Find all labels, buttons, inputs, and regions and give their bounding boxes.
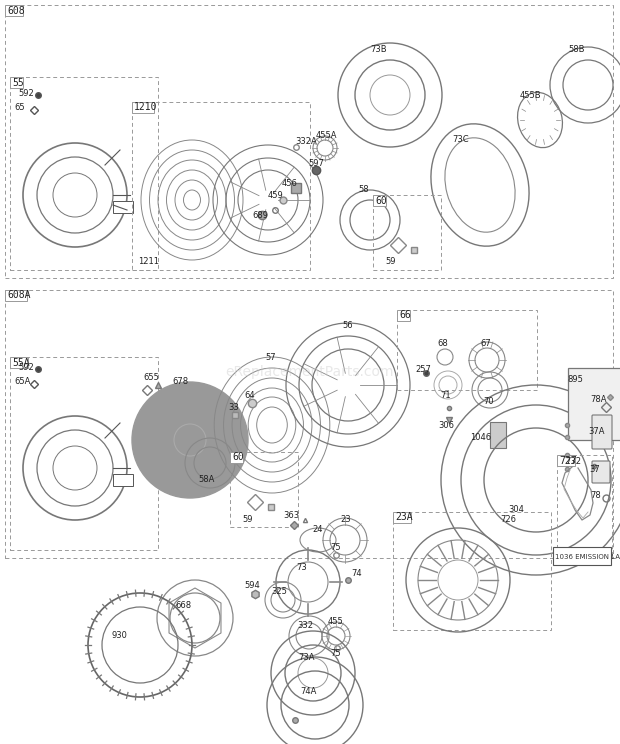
Text: 73B: 73B (370, 45, 387, 54)
Text: 24: 24 (312, 525, 322, 534)
Text: 60: 60 (232, 452, 244, 463)
FancyBboxPatch shape (10, 77, 23, 88)
Text: 592: 592 (18, 362, 33, 371)
Text: 73A: 73A (298, 653, 314, 662)
Text: 55A: 55A (12, 358, 30, 368)
Text: 37: 37 (589, 466, 600, 475)
Text: 1211: 1211 (138, 257, 159, 266)
Text: 68: 68 (437, 339, 448, 348)
Text: 71: 71 (440, 391, 451, 400)
Text: 689: 689 (252, 211, 268, 219)
Text: 75: 75 (330, 544, 340, 553)
Text: 23A: 23A (395, 513, 413, 522)
Text: eReplacementParts.com: eReplacementParts.com (226, 365, 394, 379)
Text: 70: 70 (483, 397, 494, 406)
Text: 1036 EMISSION LABEL: 1036 EMISSION LABEL (555, 554, 620, 560)
Text: 58A: 58A (198, 475, 215, 484)
FancyBboxPatch shape (592, 415, 612, 449)
FancyBboxPatch shape (5, 5, 22, 16)
Bar (490, 422, 506, 448)
Text: 325: 325 (271, 586, 287, 595)
Text: 1210: 1210 (134, 103, 157, 112)
Text: 78: 78 (590, 490, 601, 499)
Bar (113, 474, 133, 486)
Bar (397, 310, 537, 390)
Text: 57: 57 (265, 353, 276, 362)
Text: 455B: 455B (520, 91, 542, 100)
Text: 306: 306 (438, 420, 454, 429)
Text: 73C: 73C (452, 135, 469, 144)
Text: 59: 59 (242, 516, 252, 525)
FancyBboxPatch shape (397, 310, 410, 321)
Text: 74: 74 (351, 569, 361, 579)
Text: 74A: 74A (300, 687, 316, 696)
Text: 257: 257 (415, 365, 431, 374)
Text: 67: 67 (480, 339, 491, 348)
Text: 23: 23 (340, 516, 351, 525)
Bar (10, 357, 158, 550)
Text: 60: 60 (375, 196, 387, 205)
Text: 732: 732 (565, 458, 581, 466)
Text: 64: 64 (244, 391, 255, 400)
Text: 608: 608 (7, 5, 25, 16)
Text: 33: 33 (228, 403, 239, 412)
Text: 459: 459 (268, 191, 284, 200)
Text: 727: 727 (559, 455, 577, 466)
FancyBboxPatch shape (592, 461, 610, 483)
Text: 895: 895 (567, 376, 583, 385)
Text: 594: 594 (244, 580, 260, 589)
Bar (230, 452, 298, 527)
Text: 37A: 37A (588, 428, 604, 437)
Text: 59: 59 (385, 257, 396, 266)
Text: 78A: 78A (590, 396, 606, 405)
Text: 597: 597 (308, 158, 324, 167)
Bar (557, 455, 612, 555)
Text: 56: 56 (342, 321, 353, 330)
Text: 608A: 608A (7, 290, 30, 301)
Text: 726: 726 (500, 516, 516, 525)
Text: 73: 73 (296, 562, 307, 571)
FancyBboxPatch shape (393, 512, 410, 523)
Bar (393, 512, 551, 630)
Text: 66: 66 (399, 310, 410, 321)
FancyBboxPatch shape (553, 547, 611, 565)
FancyBboxPatch shape (132, 102, 154, 113)
Bar (132, 102, 310, 270)
FancyBboxPatch shape (230, 452, 243, 463)
FancyBboxPatch shape (5, 290, 27, 301)
Text: 304: 304 (508, 505, 524, 515)
Text: 455A: 455A (316, 130, 337, 139)
Text: 65: 65 (14, 103, 25, 112)
Text: 1046: 1046 (470, 432, 491, 441)
Bar (113, 201, 133, 213)
Text: 332A: 332A (295, 136, 317, 146)
Text: 592: 592 (18, 89, 33, 97)
Text: 75: 75 (330, 650, 340, 658)
Text: 55: 55 (12, 77, 24, 88)
FancyBboxPatch shape (557, 455, 575, 466)
Bar (5, 5, 613, 278)
Text: 58B: 58B (568, 45, 585, 54)
FancyBboxPatch shape (373, 195, 386, 206)
Circle shape (132, 382, 248, 498)
Text: 655: 655 (143, 373, 159, 382)
Text: 332: 332 (297, 620, 313, 629)
Text: 456: 456 (282, 179, 298, 187)
Text: 58: 58 (358, 185, 369, 194)
Text: 678: 678 (172, 377, 188, 386)
Text: 930: 930 (112, 630, 128, 640)
Bar (10, 77, 158, 270)
Bar (373, 195, 441, 270)
Bar (5, 290, 613, 558)
Text: 455: 455 (328, 618, 343, 626)
Text: 65A: 65A (14, 377, 30, 386)
FancyBboxPatch shape (10, 357, 27, 368)
Text: 668: 668 (175, 600, 191, 609)
Text: 363: 363 (283, 512, 299, 521)
Bar (568, 368, 620, 440)
